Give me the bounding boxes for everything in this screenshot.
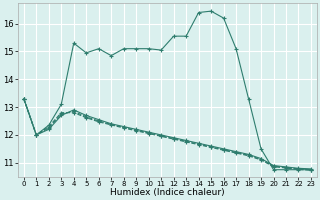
X-axis label: Humidex (Indice chaleur): Humidex (Indice chaleur): [110, 188, 225, 197]
